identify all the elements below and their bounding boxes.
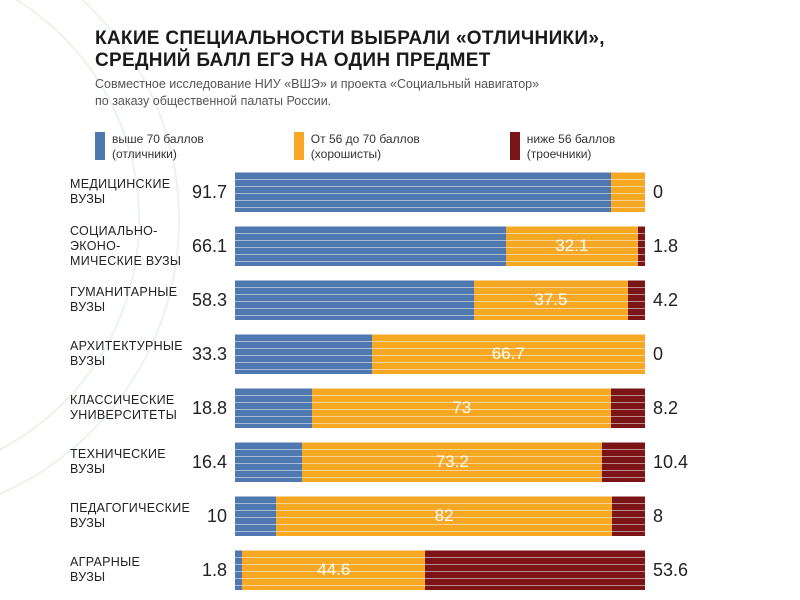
legend-label-high: выше 70 баллов (отличники): [112, 132, 204, 162]
chart-rows: МЕДИЦИНСКИЕВУЗЫ91.7 0 СОЦИАЛЬНО-ЭКОНО-МИЧЕ…: [0, 168, 790, 600]
legend-label-low: ниже 56 баллов (троечники): [527, 132, 616, 162]
segment-mid-label: 66.7: [492, 344, 525, 364]
row-label: КЛАССИЧЕСКИЕУНИВЕРСИТЕТЫ: [0, 393, 185, 423]
row-bar: 32.1: [235, 226, 645, 266]
row-label: АГРАРНЫЕВУЗЫ: [0, 555, 185, 585]
row-value-high: 1.8: [185, 560, 235, 581]
segment-low: [611, 388, 645, 428]
legend: выше 70 баллов (отличники) От 56 до 70 б…: [95, 132, 778, 162]
segment-high: [235, 280, 474, 320]
row-value-low: 1.8: [645, 236, 700, 257]
chart-subtitle: Совместное исследование НИУ «ВШЭ» и прое…: [95, 76, 778, 110]
row-label: ТЕХНИЧЕСКИЕВУЗЫ: [0, 447, 185, 477]
chart-row: ПЕДАГОГИЧЕСКИЕВУЗЫ10 82 8: [0, 492, 790, 540]
row-value-high: 10: [185, 506, 235, 527]
chart-row: АГРАРНЫЕВУЗЫ1.8 44.6 53.6: [0, 546, 790, 594]
row-bar: 37.5: [235, 280, 645, 320]
segment-high: [235, 226, 506, 266]
segment-mid-label: 37.5: [534, 290, 567, 310]
row-value-high: 33.3: [185, 344, 235, 365]
row-value-low: 8.2: [645, 398, 700, 419]
segment-mid: 73: [312, 388, 611, 428]
chart-row: КЛАССИЧЕСКИЕУНИВЕРСИТЕТЫ18.8 73 8.2: [0, 384, 790, 432]
segment-high: [235, 442, 302, 482]
chart-row: АРХИТЕКТУРНЫЕВУЗЫ33.3 66.7 0: [0, 330, 790, 378]
chart-subtitle-line2: по заказу общественной палаты России.: [95, 94, 331, 108]
segment-mid: 44.6: [242, 550, 425, 590]
segment-high: [235, 496, 276, 536]
segment-mid: [611, 172, 645, 212]
segment-low: [425, 550, 645, 590]
row-bar: 66.7: [235, 334, 645, 374]
row-value-low: 10.4: [645, 452, 700, 473]
legend-item-mid: От 56 до 70 баллов (хорошисты): [294, 132, 420, 162]
row-value-low: 0: [645, 344, 700, 365]
chart-panel: КАКИЕ СПЕЦИАЛЬНОСТИ ВЫБРАЛИ «ОТЛИЧНИКИ»,…: [0, 0, 800, 186]
chart-row: МЕДИЦИНСКИЕВУЗЫ91.7 0: [0, 168, 790, 216]
legend-item-high: выше 70 баллов (отличники): [95, 132, 204, 162]
segment-low: [612, 496, 645, 536]
segment-high: [235, 334, 372, 374]
row-value-high: 18.8: [185, 398, 235, 419]
legend-swatch-mid: [294, 132, 304, 160]
segment-mid: 82: [276, 496, 612, 536]
chart-subtitle-line1: Совместное исследование НИУ «ВШЭ» и прое…: [95, 77, 539, 91]
segment-mid-label: 82: [435, 506, 454, 526]
chart-row: СОЦИАЛЬНО-ЭКОНО-МИЧЕСКИЕ ВУЗЫ66.1 32.1 1.8: [0, 222, 790, 270]
row-value-low: 53.6: [645, 560, 700, 581]
row-bar: 73: [235, 388, 645, 428]
row-label: СОЦИАЛЬНО-ЭКОНО-МИЧЕСКИЕ ВУЗЫ: [0, 224, 185, 269]
segment-low: [628, 280, 645, 320]
segment-mid-label: 73.2: [436, 452, 469, 472]
segment-mid: 37.5: [474, 280, 628, 320]
row-bar: 73.2: [235, 442, 645, 482]
segment-mid: 73.2: [302, 442, 602, 482]
row-value-low: 8: [645, 506, 700, 527]
segment-mid-label: 32.1: [555, 236, 588, 256]
row-bar: [235, 172, 645, 212]
segment-mid: 66.7: [372, 334, 645, 374]
row-value-high: 58.3: [185, 290, 235, 311]
chart-title-line1: КАКИЕ СПЕЦИАЛЬНОСТИ ВЫБРАЛИ «ОТЛИЧНИКИ»,: [95, 28, 778, 50]
row-value-low: 4.2: [645, 290, 700, 311]
row-value-high: 16.4: [185, 452, 235, 473]
segment-low: [638, 226, 645, 266]
segment-mid-label: 44.6: [317, 560, 350, 580]
legend-swatch-low: [510, 132, 520, 160]
legend-item-low: ниже 56 баллов (троечники): [510, 132, 616, 162]
row-bar: 82: [235, 496, 645, 536]
row-value-low: 0: [645, 182, 700, 203]
segment-low: [602, 442, 645, 482]
segment-high: [235, 388, 312, 428]
row-label: ГУМАНИТАРНЫЕВУЗЫ: [0, 285, 185, 315]
row-value-high: 66.1: [185, 236, 235, 257]
row-label: ПЕДАГОГИЧЕСКИЕВУЗЫ: [0, 501, 185, 531]
chart-row: ГУМАНИТАРНЫЕВУЗЫ58.3 37.5 4.2: [0, 276, 790, 324]
chart-row: ТЕХНИЧЕСКИЕВУЗЫ16.4 73.2 10.4: [0, 438, 790, 486]
segment-mid-label: 73: [452, 398, 471, 418]
row-label: МЕДИЦИНСКИЕВУЗЫ: [0, 177, 185, 207]
chart-title-line2: СРЕДНИЙ БАЛЛ ЕГЭ НА ОДИН ПРЕДМЕТ: [95, 50, 778, 72]
legend-swatch-high: [95, 132, 105, 160]
segment-high: [235, 172, 611, 212]
row-label: АРХИТЕКТУРНЫЕВУЗЫ: [0, 339, 185, 369]
legend-label-mid: От 56 до 70 баллов (хорошисты): [311, 132, 420, 162]
segment-mid: 32.1: [506, 226, 638, 266]
row-value-high: 91.7: [185, 182, 235, 203]
row-bar: 44.6: [235, 550, 645, 590]
segment-high: [235, 550, 242, 590]
